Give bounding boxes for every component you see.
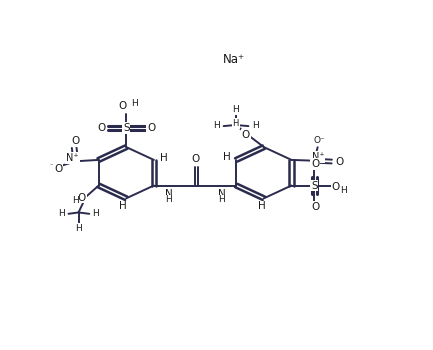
Text: H: H (72, 196, 78, 204)
Text: H: H (252, 121, 259, 130)
Text: H: H (218, 195, 225, 204)
Text: H: H (165, 195, 172, 204)
Text: O: O (311, 159, 320, 169)
Text: H: H (75, 224, 82, 233)
Text: O: O (71, 136, 79, 146)
Text: N⁺: N⁺ (312, 152, 325, 162)
Text: N⁺: N⁺ (66, 153, 79, 163)
Text: S: S (123, 123, 129, 133)
Text: H: H (92, 209, 99, 218)
Text: ⁻: ⁻ (49, 161, 53, 170)
Text: O: O (78, 193, 86, 203)
Text: H: H (223, 152, 231, 162)
Text: O: O (332, 182, 340, 192)
Text: N: N (217, 189, 225, 199)
Text: Na⁺: Na⁺ (223, 53, 245, 66)
Text: O: O (191, 154, 199, 163)
Text: O: O (147, 123, 155, 133)
Text: O⁻: O⁻ (313, 136, 325, 145)
Text: O: O (335, 156, 343, 167)
Text: H: H (58, 209, 65, 218)
Text: H: H (160, 153, 168, 163)
Text: H: H (119, 201, 127, 211)
Text: H: H (232, 105, 239, 114)
Text: H: H (131, 99, 138, 108)
Text: O: O (97, 123, 105, 133)
Text: N: N (165, 189, 173, 199)
Text: O: O (311, 202, 320, 212)
Text: H: H (233, 119, 239, 128)
Text: S: S (311, 181, 317, 190)
Text: O: O (242, 130, 250, 140)
Text: H: H (259, 201, 266, 211)
Text: H: H (340, 186, 347, 195)
Text: O: O (54, 164, 62, 174)
Text: O: O (118, 101, 126, 111)
Text: H: H (213, 121, 220, 130)
